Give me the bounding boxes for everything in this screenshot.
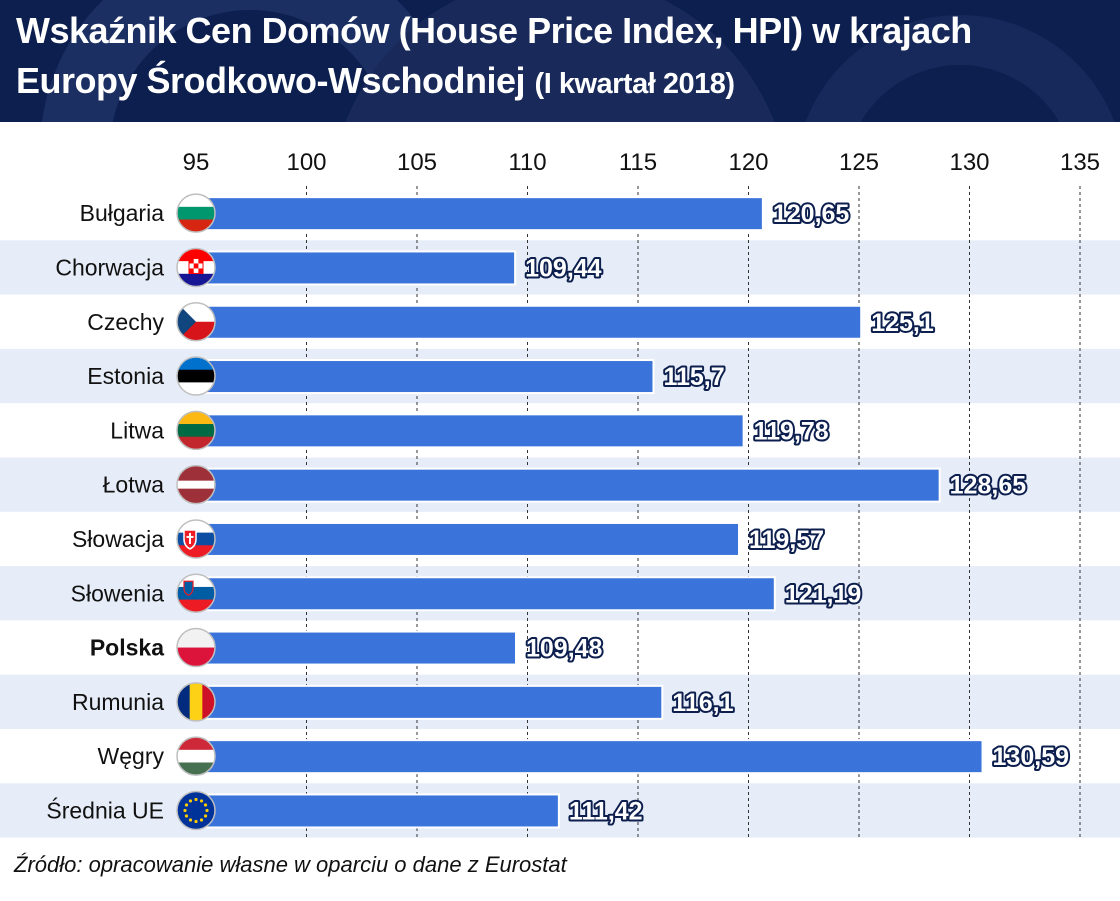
category-label: Czechy [87, 309, 164, 335]
source-note: Źródło: opracowanie własne w oparciu o d… [14, 852, 567, 877]
category-label: Polska [90, 635, 164, 661]
bar [195, 413, 745, 449]
chart-title-line-1: Wskaźnik Cen Domów (House Price Index, H… [16, 10, 972, 51]
title-banner: Wskaźnik Cen Domów (House Price Index, H… [0, 0, 1120, 122]
bar [195, 630, 518, 666]
bar [195, 196, 764, 232]
category-label: Słowenia [71, 580, 165, 606]
bar-row: Słowacja 119,57 [72, 519, 826, 559]
bar [195, 739, 984, 775]
value-label: 121,19 [785, 580, 861, 608]
bar [195, 684, 664, 720]
category-label: Estonia [87, 363, 164, 389]
value-label: 119,78 [754, 417, 829, 445]
category-label: Litwa [110, 417, 164, 443]
bar-row: Polska 109,48 [90, 627, 605, 668]
value-label: 116,1 [672, 689, 733, 717]
value-label: 128,65 [950, 472, 1027, 500]
value-label: 119,57 [749, 526, 824, 554]
flag-czechia-icon [177, 302, 215, 341]
x-tick-label: 100 [286, 149, 326, 176]
bar-row: Rumunia 116,1 [72, 682, 736, 722]
x-tick-label: 110 [508, 149, 546, 176]
value-label: 111,42 [569, 797, 643, 825]
category-label: Łotwa [103, 472, 165, 498]
flag-poland-icon [177, 628, 215, 667]
x-tick-label: 115 [619, 149, 657, 176]
x-tick-label: 130 [949, 149, 989, 176]
x-tick-label: 135 [1060, 149, 1100, 176]
row-stripe [0, 783, 1120, 838]
category-label: Węgry [98, 743, 165, 769]
chart-title-main: Europy Środkowo-Wschodniej [16, 60, 526, 101]
category-label: Chorwacja [55, 254, 164, 280]
bar [195, 793, 560, 829]
value-label: 120,65 [773, 200, 850, 228]
bar-row: Słowenia 121,19 [71, 573, 863, 613]
chart-title-line-2: Europy Środkowo-Wschodniej (I kwartał 20… [16, 60, 735, 102]
x-tick-label: 105 [397, 149, 437, 176]
x-tick-label: 120 [728, 149, 768, 176]
flag-eu-icon [177, 791, 215, 830]
value-label: 115,7 [663, 363, 724, 391]
category-label: Rumunia [72, 689, 164, 715]
bar-chart: 95 100 105 110 115 120 125 130 135 Bułgaria 120,65… [0, 149, 1120, 838]
watermark-logo [41, 0, 1115, 122]
bar-row: Litwa 119,78 [110, 410, 831, 451]
category-label: Bułgaria [80, 200, 165, 226]
bar [195, 304, 863, 340]
bar-row: Węgry 130,59 [98, 736, 1071, 776]
value-label: 109,44 [525, 254, 602, 282]
bar [195, 521, 740, 557]
bar-row: Średnia UE 111,42 [46, 790, 645, 831]
bar-row: Czechy 125,1 [87, 302, 936, 342]
bar [195, 250, 517, 286]
bar [195, 359, 655, 395]
bar [195, 467, 941, 503]
category-label: Słowacja [72, 526, 164, 552]
chart-title-period: (I kwartał 2018) [534, 68, 735, 100]
bar-row: Łotwa 128,65 [103, 464, 1028, 505]
bar-row: Bułgaria 120,65 [80, 193, 851, 233]
x-tick-label: 95 [183, 149, 210, 176]
category-label: Średnia UE [46, 796, 164, 823]
value-label: 125,1 [871, 309, 934, 337]
value-label: 130,59 [993, 743, 1069, 771]
x-tick-label: 125 [839, 149, 879, 176]
flag-latvia-icon [177, 465, 215, 504]
bar-row: Estonia 115,7 [87, 356, 727, 396]
bar [195, 576, 776, 612]
bar-row: Chorwacja 109,44 [55, 247, 604, 288]
value-label: 109,48 [526, 635, 603, 663]
